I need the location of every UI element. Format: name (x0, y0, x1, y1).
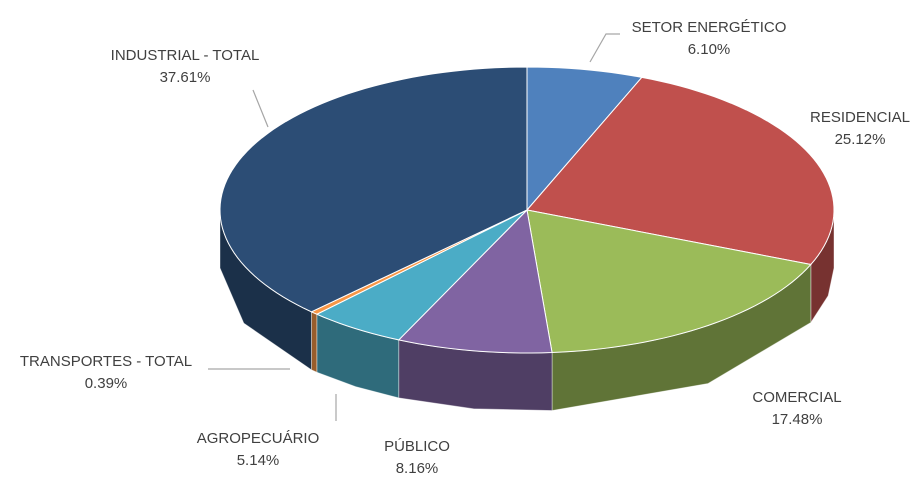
slice-value-label: 37.61% (160, 69, 211, 86)
slice (315, 209, 528, 341)
slice (219, 66, 528, 313)
leader-line (252, 89, 269, 128)
slice-value-label: 5.14% (237, 452, 280, 469)
slice-label: COMERCIAL (752, 389, 841, 406)
slice-value-label: 25.12% (835, 131, 886, 148)
slice-label: TRANSPORTES - TOTAL (20, 353, 192, 370)
slice (526, 66, 643, 212)
slice-value-label: 8.16% (396, 460, 439, 477)
slice-label: PÚBLICO (384, 438, 450, 455)
slice-side (311, 311, 318, 373)
slice-value-label: 6.10% (688, 41, 731, 58)
slice-value-label: 0.39% (85, 375, 128, 392)
slice-label: AGROPECUÁRIO (197, 430, 320, 447)
slice-value-label: 17.48% (772, 411, 823, 428)
slice (397, 208, 553, 354)
pie (219, 66, 835, 411)
slice-label: SETOR ENERGÉTICO (632, 19, 787, 36)
leader-line (589, 33, 620, 63)
slice-label: RESIDENCIAL (810, 109, 910, 126)
slice-label: INDUSTRIAL - TOTAL (111, 47, 260, 64)
slice (526, 76, 835, 266)
slice (526, 209, 812, 354)
